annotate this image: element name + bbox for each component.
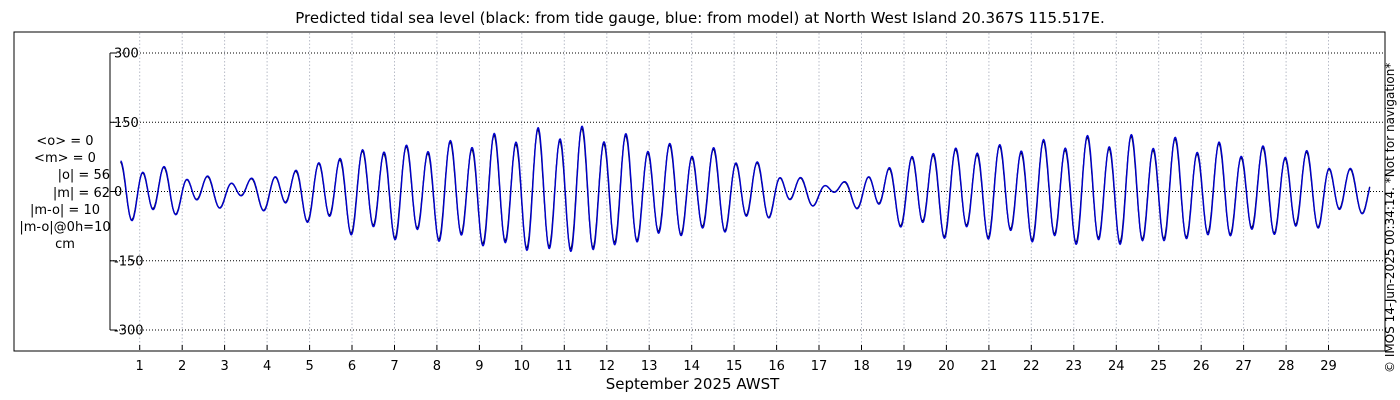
x-tick-label: 10 xyxy=(514,359,531,374)
x-axis-label: September 2025 AWST xyxy=(605,375,780,393)
x-tick-label: 1 xyxy=(136,359,144,374)
x-tick-label: 18 xyxy=(853,359,870,374)
x-tick-label: 2 xyxy=(178,359,186,374)
y-tick-label: 150 xyxy=(114,116,139,131)
x-tick-label: 13 xyxy=(641,359,658,374)
stat-mean-model: <m> = 0 xyxy=(34,151,96,167)
x-tick-label: 27 xyxy=(1235,359,1252,374)
stat-abs-diff-0h: |m-o|@0h=10 xyxy=(19,220,111,236)
x-tick-label: 29 xyxy=(1320,359,1337,374)
x-tick-label: 17 xyxy=(811,359,828,374)
series-line-model xyxy=(120,125,1371,253)
stat-abs-model: |m| = 62 xyxy=(52,185,110,201)
x-tick-label: 25 xyxy=(1150,359,1167,374)
x-tick-label: 21 xyxy=(981,359,998,374)
stat-abs-diff: |m-o| = 10 xyxy=(29,202,100,218)
x-tick-label: 15 xyxy=(726,359,743,374)
x-tick-label: 12 xyxy=(599,359,616,374)
x-tick-label: 19 xyxy=(896,359,913,374)
x-tick-label: 20 xyxy=(938,359,955,374)
x-tick-label: 11 xyxy=(556,359,573,374)
x-tick-label: 16 xyxy=(768,359,785,374)
x-tick-label: 6 xyxy=(348,359,356,374)
x-tick-label: 22 xyxy=(1023,359,1040,374)
x-tick-label: 14 xyxy=(683,359,700,374)
x-tick-label: 9 xyxy=(475,359,483,374)
x-tick-label: 28 xyxy=(1278,359,1295,374)
y-tick-label: -150 xyxy=(114,254,144,269)
stat-mean-obs: <o> = 0 xyxy=(36,134,94,149)
x-tick-label: 8 xyxy=(433,359,441,374)
x-tick-label: 23 xyxy=(1066,359,1083,374)
x-tick-label: 24 xyxy=(1108,359,1125,374)
y-tick-label: 300 xyxy=(114,47,139,62)
chart-title: Predicted tidal sea level (black: from t… xyxy=(295,9,1105,27)
x-tick-label: 26 xyxy=(1193,359,1210,374)
x-tick-label: 3 xyxy=(220,359,228,374)
stat-unit: cm xyxy=(55,237,75,253)
x-tick-label: 4 xyxy=(263,359,271,374)
x-tick-label: 5 xyxy=(305,359,313,374)
y-tick-label: 0 xyxy=(114,185,122,200)
stat-abs-obs: |o| = 56 xyxy=(57,168,110,184)
plot-frame xyxy=(13,31,1386,352)
credit-text: © IMOS 14-Jun-2025 00:34:14. *Not for na… xyxy=(1383,62,1397,373)
x-tick-label: 7 xyxy=(390,359,398,374)
y-tick-label: -300 xyxy=(114,324,144,339)
statistics-panel: <o> = 0 <m> = 0 |o| = 56 |m| = 62 |m-o| … xyxy=(14,133,116,253)
